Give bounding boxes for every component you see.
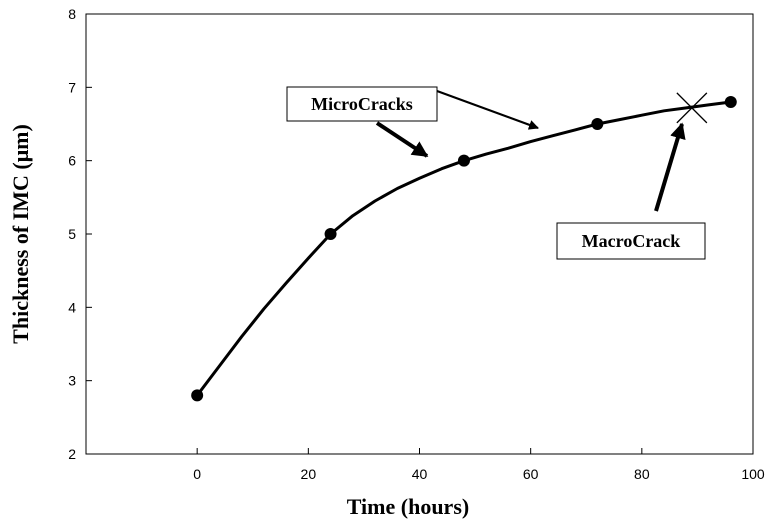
y-tick-label: 3: [68, 373, 76, 389]
x-tick-label: 100: [741, 466, 765, 482]
macrocrack-arrow: [654, 122, 686, 212]
y-tick-label: 8: [68, 6, 76, 22]
x-axis-title: Time (hours): [347, 494, 469, 519]
y-axis-title: Thickness of IMC (μm): [8, 124, 33, 344]
data-point-marker: [457, 154, 470, 167]
microcracks-label: MicroCracks: [311, 94, 413, 114]
x-tick-label: 20: [301, 466, 317, 482]
x-tick-label: 80: [634, 466, 650, 482]
macrocrack-x-marker: [676, 92, 708, 124]
macrocrack-label: MacroCrack: [582, 231, 681, 251]
data-point-marker: [324, 228, 337, 240]
macrocrack-callout: MacroCrack: [556, 122, 706, 260]
x-axis-ticks: 0 20 40 60 80 100: [193, 448, 765, 482]
y-tick-label: 6: [68, 153, 76, 169]
macrocrack-label-box: [556, 222, 706, 260]
y-tick-label: 7: [68, 79, 76, 95]
x-tick-label: 60: [523, 466, 539, 482]
data-point-marker: [191, 389, 204, 402]
data-point-marker: [591, 118, 604, 130]
x-tick-label: 0: [193, 466, 201, 482]
y-tick-label: 5: [68, 226, 76, 242]
y-tick-label: 2: [68, 446, 76, 462]
y-axis-ticks: 2 3 4 5 6 7 8: [68, 6, 92, 462]
x-tick-label: 40: [412, 466, 428, 482]
microcracks-callout: MicroCracks: [286, 86, 539, 158]
microcracks-label-box: [286, 86, 438, 122]
y-tick-label: 4: [68, 299, 76, 315]
microcracks-arrow-2: [375, 121, 429, 158]
series-layer: [191, 92, 737, 402]
data-point-marker: [724, 96, 737, 108]
microcracks-arrow-1: [436, 89, 539, 130]
